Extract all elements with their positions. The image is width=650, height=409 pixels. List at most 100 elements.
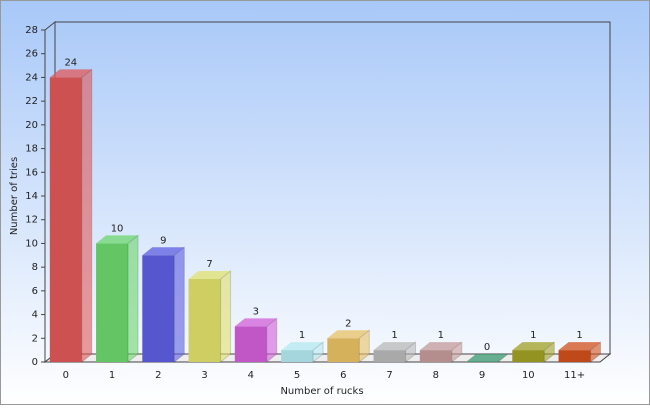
x-tick-label: 8 — [433, 370, 439, 381]
bar-front — [558, 350, 591, 362]
bar-top — [419, 342, 462, 351]
bar — [327, 329, 370, 364]
data-label: 1 — [299, 330, 305, 341]
y-tick-label: 14 — [25, 191, 38, 202]
y-tick-label: 12 — [25, 215, 38, 226]
bar-shade — [188, 279, 221, 362]
data-label: 1 — [530, 330, 536, 341]
bar-side — [451, 341, 463, 364]
bar-side — [590, 341, 602, 364]
bar-front — [281, 350, 314, 362]
bar-top — [188, 271, 231, 279]
y-tick-label: 24 — [25, 72, 38, 83]
bar-top — [281, 342, 324, 351]
data-label: 1 — [391, 330, 397, 341]
bar-shade — [419, 350, 452, 362]
bar — [49, 68, 93, 364]
y-tick-label: 4 — [32, 310, 38, 321]
bar — [373, 341, 417, 364]
bar-side — [543, 341, 555, 364]
bar-front — [327, 338, 360, 362]
bar-shade — [96, 243, 129, 362]
bar — [281, 341, 324, 364]
x-tick-label: 11+ — [564, 370, 585, 381]
data-label: 24 — [64, 57, 77, 68]
bar — [188, 269, 232, 364]
bar-top — [49, 69, 92, 78]
y-tick-label: 8 — [32, 262, 38, 273]
bar-shade — [281, 350, 314, 362]
bar-side — [127, 234, 139, 364]
x-tick-label: 0 — [63, 370, 69, 381]
bar-front — [373, 350, 406, 362]
bar-shade — [49, 77, 82, 362]
bar-front — [96, 243, 129, 362]
x-tick-label: 3 — [201, 370, 207, 381]
y-tick-label: 18 — [25, 144, 38, 155]
bar-side — [312, 341, 324, 364]
x-tick-label: 2 — [155, 370, 161, 381]
data-label: 0 — [484, 342, 490, 353]
bar-top — [512, 342, 555, 351]
y-tick-label: 22 — [25, 96, 38, 107]
y-axis-label: Number of tries — [9, 157, 20, 235]
bar-front — [512, 350, 545, 362]
bar — [142, 246, 185, 364]
x-tick-label: 6 — [340, 370, 346, 381]
x-axis-label: Number of rucks — [280, 386, 363, 397]
data-label: 1 — [438, 330, 444, 341]
bar-shade — [373, 350, 406, 362]
bar-top — [558, 342, 601, 351]
x-tick-label: 1 — [109, 370, 115, 381]
bar-top — [466, 354, 509, 362]
y-tick-label: 28 — [25, 25, 38, 36]
bar — [419, 341, 463, 364]
bar-front — [419, 350, 452, 362]
data-label: 10 — [111, 223, 124, 234]
bar-shade — [558, 350, 591, 362]
bar — [466, 353, 509, 363]
bar-side — [220, 269, 232, 364]
y-tick-label: 26 — [25, 49, 38, 60]
bar-top — [96, 235, 139, 244]
bar-front — [49, 77, 82, 362]
bar-top — [327, 330, 370, 339]
bar-top — [142, 247, 185, 256]
bar — [558, 341, 602, 364]
x-tick-label: 10 — [522, 370, 535, 381]
data-label: 1 — [576, 330, 582, 341]
bar-shade — [234, 326, 267, 362]
y-tick-label: 6 — [32, 286, 38, 297]
y-tick-label: 16 — [25, 167, 38, 178]
bar-front — [188, 279, 221, 362]
bar-front — [234, 326, 267, 362]
y-tick-label: 2 — [32, 333, 38, 344]
bar-side — [81, 68, 93, 364]
x-tick-label: 9 — [479, 370, 485, 381]
bar — [512, 341, 555, 364]
bar-side — [266, 317, 278, 364]
bar-front — [142, 255, 175, 362]
y-tick-label: 0 — [32, 357, 38, 368]
bar-top — [373, 342, 416, 351]
bar-side — [173, 246, 185, 364]
y-tick-label: 10 — [25, 238, 38, 249]
data-label: 7 — [206, 259, 212, 270]
x-tick-label: 5 — [294, 370, 300, 381]
bar-side — [358, 329, 370, 364]
data-label: 9 — [160, 235, 166, 246]
data-label: 3 — [253, 306, 259, 317]
x-tick-label: 7 — [386, 370, 392, 381]
y-tick-label: 20 — [25, 120, 38, 131]
bar-shade — [512, 350, 545, 362]
bar — [234, 317, 278, 364]
bar-shade — [142, 255, 175, 362]
bar-side — [497, 353, 509, 363]
bar-top — [234, 318, 277, 327]
bar-shade — [327, 338, 360, 362]
x-tick-label: 4 — [248, 370, 254, 381]
bar-side — [405, 341, 417, 364]
bar — [96, 234, 139, 364]
data-label: 2 — [345, 318, 351, 329]
